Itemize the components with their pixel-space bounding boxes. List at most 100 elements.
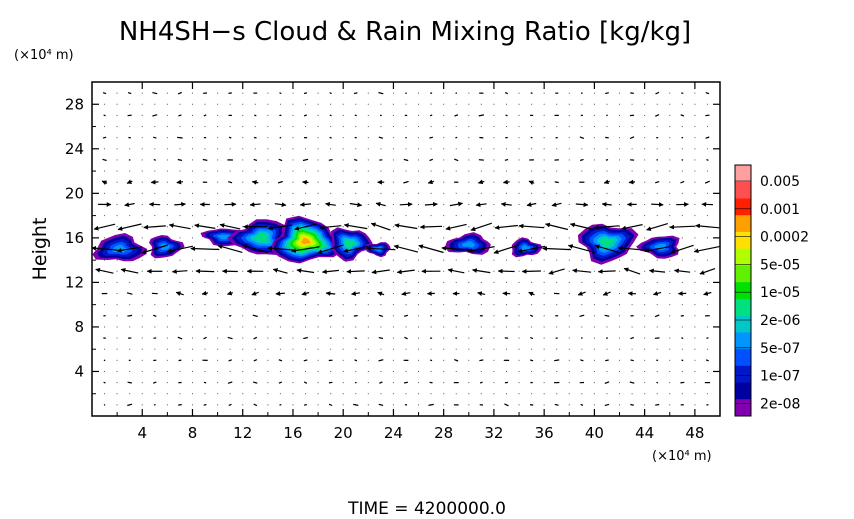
grid-dot: [644, 114, 646, 116]
grid-dot: [392, 404, 394, 406]
grid-dot: [694, 337, 696, 339]
grid-dot: [104, 348, 106, 350]
grid-dot: [191, 181, 193, 183]
grid-dot: [644, 382, 646, 384]
wind-arrow: [603, 179, 610, 185]
grid-dot: [267, 337, 269, 339]
wind-arrow: [278, 314, 283, 317]
y-unit-label: (×10⁴ m): [14, 48, 74, 63]
grid-dot: [305, 170, 307, 172]
grid-dot: [418, 92, 420, 94]
grid-dot: [367, 337, 369, 339]
grid-dot: [292, 192, 294, 194]
grid-dot: [418, 281, 420, 283]
wind-arrow: [328, 314, 333, 317]
grid-dot: [631, 393, 633, 395]
grid-dot: [518, 114, 520, 116]
grid-dot: [279, 304, 281, 306]
grid-dot: [694, 103, 696, 105]
grid-dot: [392, 126, 394, 128]
wind-arrow: [168, 223, 191, 230]
grid-dot: [468, 137, 470, 139]
grid-dot: [154, 148, 156, 150]
grid-dot: [493, 259, 495, 261]
grid-dot: [292, 159, 294, 161]
colorbar-swatch: [735, 382, 751, 400]
wind-arrow: [705, 92, 710, 95]
wind-arrow: [329, 136, 332, 139]
grid-dot: [191, 192, 193, 194]
grid-dot: [191, 103, 193, 105]
y-tick-label: 28: [65, 95, 84, 113]
grid-dot: [179, 370, 181, 372]
grid-dot: [656, 192, 658, 194]
grid-dot: [518, 270, 520, 272]
grid-dot: [468, 170, 470, 172]
grid-dot: [305, 148, 307, 150]
wind-arrow: [267, 245, 294, 251]
grid-dot: [443, 270, 445, 272]
wind-arrow: [604, 314, 610, 317]
wind-arrow: [177, 158, 183, 161]
grid-dot: [116, 270, 118, 272]
grid-dot: [217, 259, 219, 261]
grid-dot: [129, 215, 131, 217]
wind-arrow: [93, 223, 116, 231]
grid-dot: [593, 304, 595, 306]
grid-dot: [430, 370, 432, 372]
grid-dot: [191, 203, 193, 205]
wind-arrow: [403, 158, 409, 162]
grid-dot: [493, 359, 495, 361]
y-tick-label: 24: [65, 140, 84, 158]
grid-dot: [606, 215, 608, 217]
grid-dot: [493, 203, 495, 205]
wind-arrow: [152, 114, 158, 117]
wind-arrow: [321, 269, 339, 275]
grid-dot: [166, 192, 168, 194]
grid-dot: [141, 148, 143, 150]
grid-dot: [154, 215, 156, 217]
grid-dot: [191, 92, 193, 94]
cloud-contour: [254, 233, 267, 242]
grid-dot: [518, 370, 520, 372]
grid-dot: [342, 170, 344, 172]
grid-dot: [317, 203, 319, 205]
grid-dot: [543, 270, 545, 272]
grid-dot: [342, 148, 344, 150]
grid-dot: [217, 326, 219, 328]
grid-dot: [669, 270, 671, 272]
wind-arrow: [628, 179, 636, 185]
grid-dot: [656, 148, 658, 150]
wind-arrow: [575, 202, 589, 208]
wind-arrow: [150, 179, 159, 185]
wind-arrow: [101, 180, 108, 186]
grid-dot: [443, 304, 445, 306]
grid-dot: [141, 237, 143, 239]
grid-dot: [644, 159, 646, 161]
wind-arrow: [630, 359, 634, 362]
grid-dot: [267, 382, 269, 384]
grid-dot: [229, 348, 231, 350]
grid-dot: [166, 148, 168, 150]
grid-dot: [191, 348, 193, 350]
grid-dot: [279, 192, 281, 194]
wind-arrow: [127, 314, 133, 317]
wind-arrow: [177, 91, 182, 95]
grid-dot: [217, 359, 219, 361]
grid-dot: [179, 259, 181, 261]
grid-dot: [656, 259, 658, 261]
wind-arrow: [177, 336, 183, 340]
grid-dot: [556, 370, 558, 372]
grid-dot: [694, 126, 696, 128]
wind-arrow: [703, 291, 712, 296]
grid-dot: [669, 382, 671, 384]
grid-dot: [317, 370, 319, 372]
grid-dot: [480, 326, 482, 328]
grid-dot: [568, 293, 570, 295]
grid-dot: [392, 137, 394, 139]
grid-dot: [116, 315, 118, 317]
grid-dot: [606, 148, 608, 150]
grid-dot: [694, 114, 696, 116]
grid-dot: [619, 92, 621, 94]
colorbar-label: 5e-05: [760, 257, 800, 273]
